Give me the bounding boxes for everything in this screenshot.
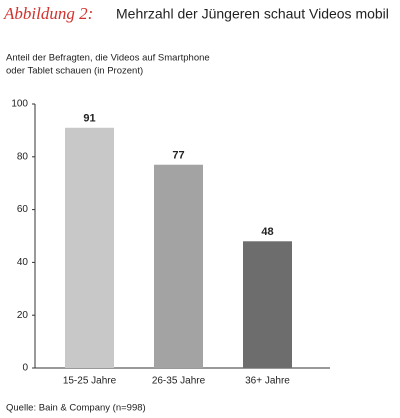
- y-tick-label: 0: [22, 363, 28, 374]
- source: Quelle: Bain & Company (n=998): [6, 403, 146, 414]
- value-label: 77: [172, 150, 184, 162]
- x-tick-label: 15-25 Jahre: [63, 376, 117, 387]
- title-label: Abbildung 2:: [3, 4, 93, 23]
- x-tick-label: 36+ Jahre: [245, 376, 290, 387]
- y-tick-label: 80: [17, 151, 29, 162]
- value-label: 48: [261, 226, 273, 238]
- y-tick-label: 100: [11, 99, 28, 110]
- y-tick-label: 20: [17, 310, 29, 321]
- subtitle: Anteil der Befragten, die Videos auf Sma…: [6, 53, 210, 64]
- value-label: 91: [83, 113, 95, 125]
- bar: [243, 241, 292, 368]
- chart-title: Mehrzahl der Jüngeren schaut Videos mobi…: [116, 6, 389, 22]
- x-tick-label: 26-35 Jahre: [152, 376, 206, 387]
- y-tick-label: 60: [17, 204, 29, 215]
- bar: [65, 127, 114, 368]
- subtitle: oder Tablet schauen (in Prozent): [6, 66, 143, 77]
- bar: [154, 164, 203, 368]
- y-tick-label: 40: [17, 257, 29, 268]
